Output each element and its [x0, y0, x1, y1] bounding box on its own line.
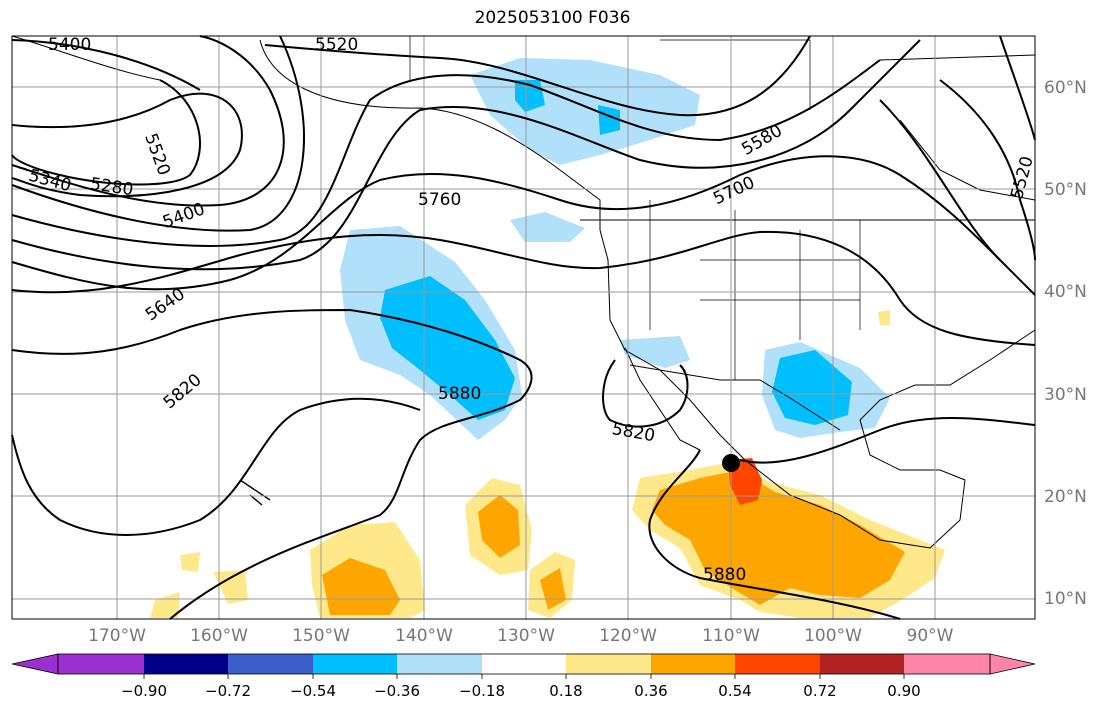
colorbar-tick-label: 0.54 — [718, 682, 752, 700]
contour-label: 5880 — [703, 565, 746, 585]
coast-north-america — [259, 39, 1036, 549]
colorbar-swatch — [58, 654, 144, 674]
anomaly-yellow-small-b — [213, 570, 248, 604]
contour-5220 — [11, 79, 201, 186]
hawaii — [239, 479, 271, 506]
lon-label: 100°W — [804, 626, 862, 646]
anomaly-orange-pacific-b — [478, 495, 520, 558]
colorbar-tick-label: 0.18 — [549, 682, 583, 700]
lon-label: 160°W — [190, 626, 248, 646]
contour-label: 5400 — [48, 35, 91, 55]
colorbar-swatch — [651, 654, 735, 674]
colorbar-tick-label: −0.36 — [374, 682, 420, 700]
contour-5400-top — [11, 39, 201, 91]
colorbar — [11, 653, 1036, 679]
colorbar-swatch — [735, 654, 820, 674]
colorbar-tick-label: −0.54 — [290, 682, 336, 700]
colorbar-tick-label: 0.90 — [887, 682, 921, 700]
contour-label: 5760 — [418, 190, 461, 210]
colorbar-frame — [57, 653, 991, 675]
contour-5820-baja — [602, 359, 689, 428]
map-title: 2025053100 F036 — [474, 8, 631, 28]
colorbar-swatch — [566, 654, 651, 674]
lat-label: 20°N — [1044, 487, 1087, 507]
colorbar-swatch — [820, 654, 904, 674]
colorbar-tick-label: −0.90 — [121, 682, 167, 700]
colorbar-swatch — [144, 654, 228, 674]
contour-5340 — [11, 35, 285, 207]
anomaly-blue-light-baja — [620, 336, 690, 368]
colorbar-swatch — [397, 654, 482, 674]
colorbar-tick-label: −0.18 — [459, 682, 505, 700]
lat-label: 40°N — [1044, 282, 1087, 302]
map-frame — [11, 35, 1036, 620]
lat-label: 10°N — [1044, 589, 1087, 609]
border-us-mexico — [629, 364, 841, 431]
anomaly-blue-light-bc — [510, 212, 585, 242]
contour-label: 5880 — [438, 384, 481, 404]
colorbar-extend-low — [11, 653, 59, 675]
lon-label: 90°W — [906, 626, 954, 646]
contour-5880-west — [11, 397, 421, 536]
contour-5700 — [11, 155, 1036, 296]
lon-label: 130°W — [497, 626, 555, 646]
coast-hudson — [879, 54, 1036, 201]
anomaly-orange-mexico — [652, 470, 905, 605]
colorbar-tick-label: −0.72 — [205, 682, 251, 700]
anomaly-blue-pacific — [380, 276, 515, 420]
anomaly-orange-pacific-a — [322, 558, 400, 615]
contour-5400 — [11, 35, 305, 232]
colorbar-swatch — [313, 654, 397, 674]
colorbar-extend-high — [989, 653, 1036, 675]
colorbar-swatch — [904, 654, 990, 674]
contour-5580 — [11, 59, 881, 247]
contour-5880-south — [648, 449, 901, 620]
lon-label: 110°W — [702, 626, 760, 646]
contour-label: 5520 — [315, 35, 358, 55]
anomaly-yellow-small-d — [878, 310, 890, 325]
colorbar-tick-label: 0.36 — [634, 682, 668, 700]
state-borders — [649, 200, 861, 380]
colorbar-swatch — [482, 654, 566, 674]
lat-label: 30°N — [1044, 385, 1087, 405]
contour-5580-east — [879, 99, 1001, 261]
lon-label: 170°W — [88, 626, 146, 646]
contour-5760 — [11, 230, 1036, 346]
contour-5640 — [11, 39, 921, 271]
contour-5520 — [264, 35, 811, 117]
anomaly-blue-north-b — [598, 105, 620, 135]
contour-5460-east — [999, 35, 1036, 141]
anomaly-yellow-small-a — [180, 552, 200, 572]
lat-label: 60°N — [1044, 78, 1087, 98]
contour-5820 — [11, 308, 533, 620]
storm-center-marker — [722, 454, 740, 472]
coast-baja — [624, 347, 701, 451]
lon-label: 120°W — [599, 626, 657, 646]
lon-label: 140°W — [395, 626, 453, 646]
lat-label: 50°N — [1044, 180, 1087, 200]
colorbar-swatch — [228, 654, 313, 674]
contour-5280 — [11, 92, 243, 198]
colorbar-tick-label: 0.72 — [803, 682, 837, 700]
height-contours — [11, 35, 1036, 620]
anomaly-blue-texas — [772, 350, 852, 425]
contour-5880-east — [739, 417, 1036, 464]
lon-label: 150°W — [292, 626, 350, 646]
contour-5520-east — [939, 79, 1036, 261]
